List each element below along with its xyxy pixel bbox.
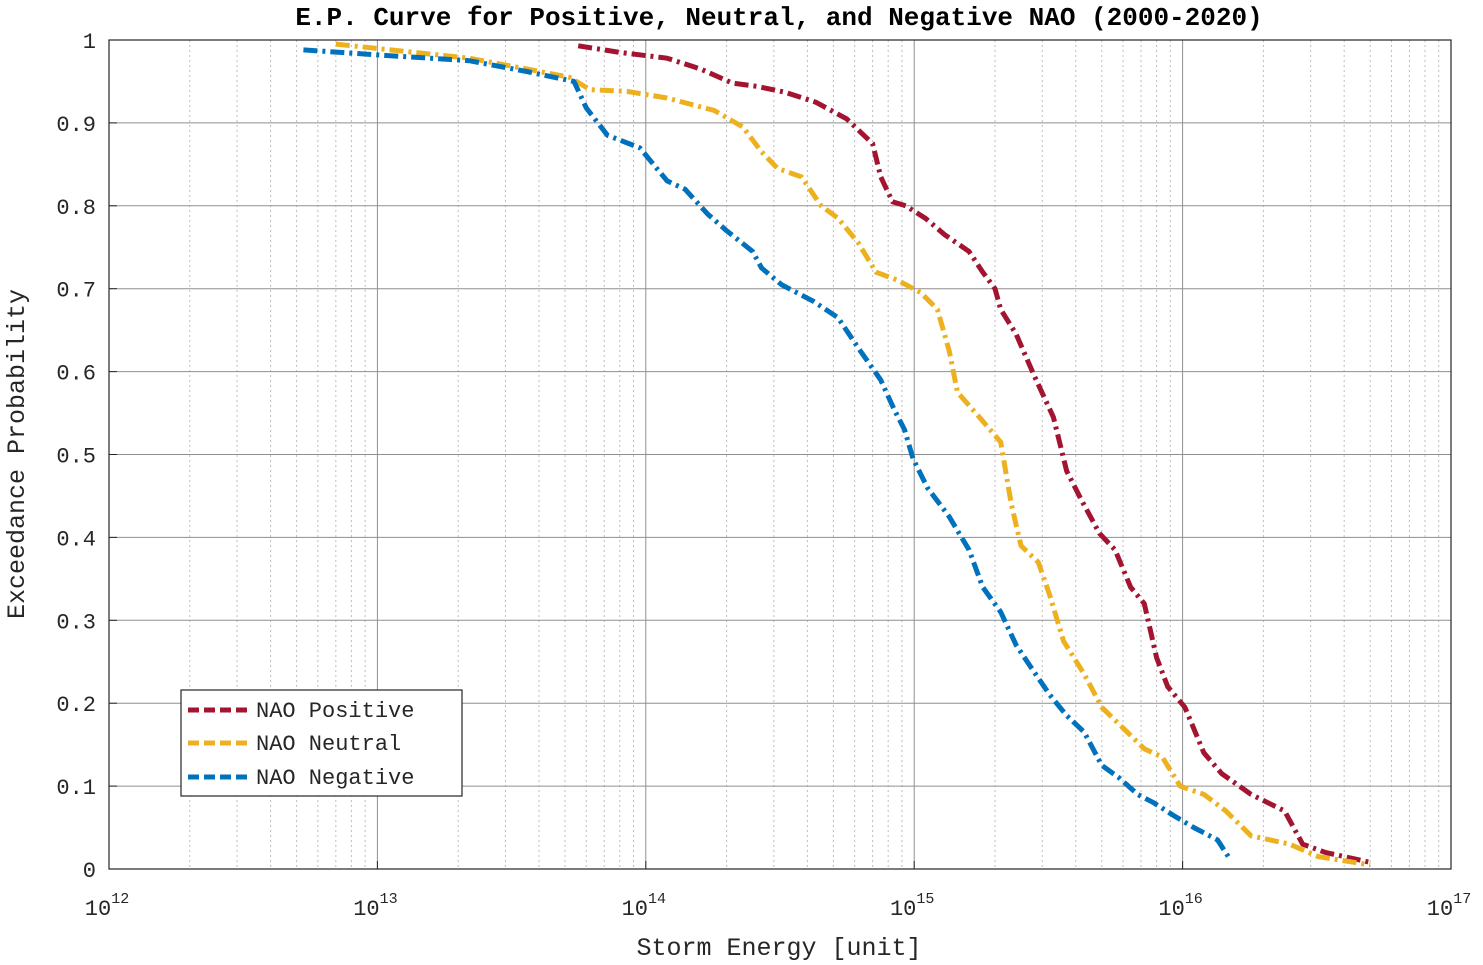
x-axis-label: Storm Energy [unit] <box>636 934 921 963</box>
x-tick-label: 1014 <box>622 891 666 922</box>
y-tick-label: 0.9 <box>56 113 96 138</box>
legend-entry-negative: NAO Negative <box>188 766 414 791</box>
y-tick-label: 0.3 <box>56 610 96 635</box>
y-tick-label: 0.8 <box>56 196 96 221</box>
y-tick-label: 1 <box>83 30 96 55</box>
legend-entry-positive: NAO Positive <box>188 699 414 724</box>
x-tick-label: 1013 <box>353 891 397 922</box>
x-tick-labels: 1012 1013 1014 1015 1016 1017 <box>85 861 1471 922</box>
y-axis-label: Exceedance Probability <box>3 289 32 619</box>
legend: NAO Positive NAO Neutral NAO Negative <box>180 689 463 797</box>
legend-label-neutral: NAO Neutral <box>256 732 401 757</box>
x-tick-label: 1015 <box>890 891 934 922</box>
series-layer <box>303 41 1371 868</box>
legend-label-positive: NAO Positive <box>256 699 414 724</box>
y-tick-label: 0.4 <box>56 527 96 552</box>
y-tick-label: 0.1 <box>56 776 96 801</box>
x-tick-label: 1016 <box>1158 891 1202 922</box>
y-tick-labels: 0 0.1 0.2 0.3 0.4 0.5 0.6 0.7 0.8 0.9 1 <box>56 30 117 884</box>
legend-entry-neutral: NAO Neutral <box>188 732 401 757</box>
y-tick-label: 0.7 <box>56 279 96 304</box>
legend-label-negative: NAO Negative <box>256 766 414 791</box>
series-line-nao-neutral <box>335 41 1371 868</box>
series-line-nao-positive <box>577 43 1371 865</box>
x-tick-label: 1017 <box>1427 891 1471 922</box>
y-tick-label: 0.2 <box>56 693 96 718</box>
y-tick-label: 0.6 <box>56 362 96 387</box>
y-tick-label: 0.5 <box>56 445 96 470</box>
y-tick-label: 0 <box>83 859 96 884</box>
series-line-nao-negative <box>303 47 1233 861</box>
chart-title: E.P. Curve for Positive, Neutral, and Ne… <box>295 3 1262 33</box>
x-tick-label: 1012 <box>85 891 129 922</box>
